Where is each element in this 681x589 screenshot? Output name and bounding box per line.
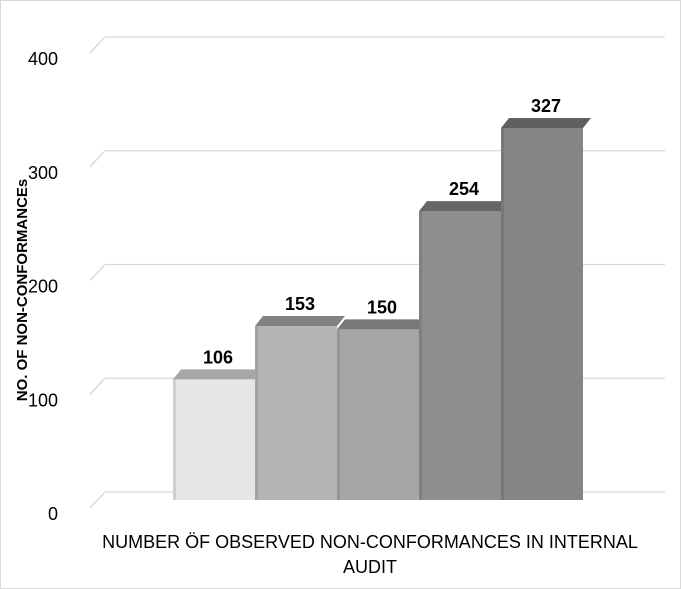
bar-edge-1 xyxy=(255,325,258,500)
bar-2 xyxy=(337,329,419,500)
y-tick-label-3: 300 xyxy=(28,163,58,183)
bar-edge-2 xyxy=(337,329,340,500)
bar-4 xyxy=(501,128,583,500)
bar-edge-4 xyxy=(501,128,504,500)
bar-top-3 xyxy=(419,201,509,212)
data-label-2: 150 xyxy=(367,297,397,317)
y-axis-label: NO. OF NON-CONFORMANCEs xyxy=(14,179,31,402)
bar-1 xyxy=(255,325,337,500)
bar-3 xyxy=(419,211,501,500)
y-tick-label-2: 200 xyxy=(28,277,58,297)
y-tick-label-0: 0 xyxy=(48,504,58,524)
gridline-tick-4 xyxy=(89,36,106,54)
bar-edge-3 xyxy=(419,211,422,500)
y-tick-label-1: 100 xyxy=(28,390,58,410)
data-label-1: 153 xyxy=(285,294,315,314)
bar-top-1 xyxy=(255,315,345,326)
gridline-tick-1 xyxy=(89,377,106,395)
gridline-tick-0 xyxy=(89,491,106,509)
bar-0 xyxy=(173,379,255,500)
gridline-tick-2 xyxy=(89,264,106,281)
bar-top-2 xyxy=(337,319,427,330)
data-label-4: 327 xyxy=(531,96,561,116)
gridline-tick-3 xyxy=(89,150,106,168)
x-axis-label: NUMBER ÖF OBSERVED NON-CONFORMANCES IN I… xyxy=(102,532,638,577)
data-label-0: 106 xyxy=(203,347,233,367)
bar-top-0 xyxy=(173,369,263,380)
data-label-3: 254 xyxy=(449,179,479,199)
y-tick-label-4: 400 xyxy=(28,49,58,69)
bar-edge-0 xyxy=(173,379,176,500)
bar-top-4 xyxy=(501,118,591,129)
